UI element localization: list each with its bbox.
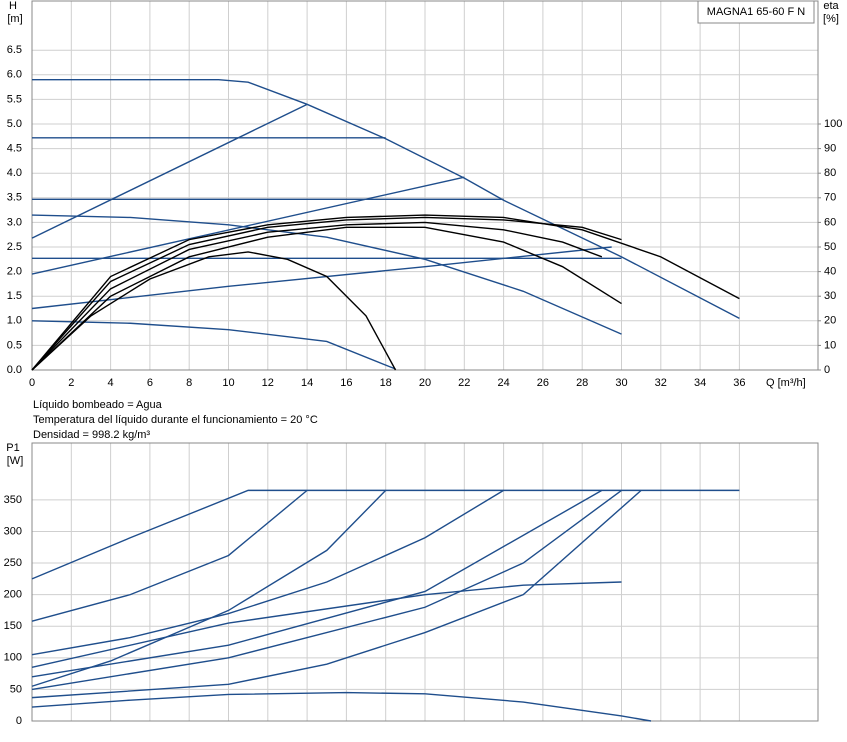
y2-tick-label: 100 bbox=[824, 118, 842, 130]
y-tick-label: 5.0 bbox=[7, 118, 22, 130]
y2-tick-label: 50 bbox=[824, 241, 836, 253]
x-tick-label: 16 bbox=[340, 377, 352, 389]
x-tick-label: 30 bbox=[615, 377, 627, 389]
curve bbox=[31, 581, 622, 668]
curve bbox=[31, 489, 308, 622]
y-tick-label: 4.0 bbox=[7, 167, 22, 179]
title-box bbox=[697, 0, 815, 24]
curve bbox=[31, 489, 622, 691]
y-tick-label: 6.5 bbox=[7, 44, 22, 56]
x-tick-label: 20 bbox=[419, 377, 431, 389]
chart-title: MAGNA1 65-60 F N bbox=[707, 6, 805, 18]
y2-tick-label: 80 bbox=[824, 167, 836, 179]
y-tick-label: 1.5 bbox=[7, 290, 22, 302]
y2-axis-unit: [%] bbox=[823, 13, 839, 25]
y-axis-unit: [W] bbox=[7, 455, 24, 467]
x-tick-label: 18 bbox=[380, 377, 392, 389]
y2-tick-label: 90 bbox=[824, 143, 836, 155]
x-tick-label: 22 bbox=[458, 377, 470, 389]
curve bbox=[31, 221, 603, 371]
x-tick-label: 12 bbox=[262, 377, 274, 389]
y-tick-label: 3.0 bbox=[7, 216, 22, 228]
y2-tick-label: 20 bbox=[824, 315, 836, 327]
y-tick-label: 0.5 bbox=[7, 339, 22, 351]
y-tick-label: 1.0 bbox=[7, 315, 22, 327]
curve bbox=[31, 214, 622, 335]
x-tick-label: 28 bbox=[576, 377, 588, 389]
y-tick-label: 100 bbox=[4, 652, 22, 664]
x-tick-label: 6 bbox=[147, 377, 153, 389]
x-tick-label: 0 bbox=[29, 377, 35, 389]
y-tick-label: 350 bbox=[4, 494, 22, 506]
y-tick-label: 4.5 bbox=[7, 143, 22, 155]
x-tick-label: 14 bbox=[301, 377, 313, 389]
y2-tick-label: 60 bbox=[824, 216, 836, 228]
curve bbox=[31, 691, 652, 722]
y2-tick-label: 10 bbox=[824, 339, 836, 351]
curve bbox=[31, 226, 622, 371]
y2-axis-label: eta bbox=[823, 0, 839, 12]
plot-frame bbox=[31, 0, 819, 371]
y-tick-label: 0 bbox=[16, 715, 22, 727]
y-tick-label: 50 bbox=[10, 683, 22, 695]
x-tick-label: 24 bbox=[497, 377, 509, 389]
plot-frame bbox=[31, 442, 819, 722]
y-tick-label: 2.5 bbox=[7, 241, 22, 253]
y-axis-label: P1 bbox=[6, 442, 19, 454]
fluid-info: Líquido bombeado = Agua bbox=[33, 399, 163, 411]
x-tick-label: 10 bbox=[222, 377, 234, 389]
x-tick-label: 36 bbox=[733, 377, 745, 389]
curve bbox=[31, 489, 504, 656]
y2-tick-label: 0 bbox=[824, 364, 830, 376]
curve bbox=[31, 251, 397, 371]
x-tick-label: 26 bbox=[537, 377, 549, 389]
curve bbox=[31, 489, 642, 699]
y-axis-label: H bbox=[9, 0, 17, 12]
y-tick-label: 6.0 bbox=[7, 69, 22, 81]
curve bbox=[31, 176, 465, 275]
y-axis-unit: [m] bbox=[7, 13, 22, 25]
curve bbox=[31, 489, 603, 678]
curve bbox=[31, 489, 740, 580]
y-tick-label: 300 bbox=[4, 525, 22, 537]
curve bbox=[31, 214, 740, 371]
curve bbox=[32, 79, 740, 319]
x-axis-label: Q [m³/h] bbox=[766, 377, 806, 389]
y-tick-label: 2.0 bbox=[7, 266, 22, 278]
x-tick-label: 4 bbox=[108, 377, 114, 389]
x-tick-label: 34 bbox=[694, 377, 706, 389]
y2-tick-label: 30 bbox=[824, 290, 836, 302]
y-tick-label: 5.5 bbox=[7, 93, 22, 105]
y-tick-label: 0.0 bbox=[7, 364, 22, 376]
curve bbox=[31, 216, 622, 371]
curve bbox=[31, 320, 396, 370]
curve bbox=[31, 489, 387, 687]
x-tick-label: 8 bbox=[186, 377, 192, 389]
y-tick-label: 200 bbox=[4, 589, 22, 601]
y-tick-label: 3.5 bbox=[7, 192, 22, 204]
x-tick-label: 32 bbox=[655, 377, 667, 389]
y-tick-label: 250 bbox=[4, 557, 22, 569]
y-tick-label: 150 bbox=[4, 620, 22, 632]
x-tick-label: 2 bbox=[68, 377, 74, 389]
y2-tick-label: 70 bbox=[824, 192, 836, 204]
fluid-info: Temperatura del líquido durante el funci… bbox=[33, 414, 318, 426]
y2-tick-label: 40 bbox=[824, 266, 836, 278]
fluid-info: Densidad = 998.2 kg/m³ bbox=[33, 429, 150, 441]
